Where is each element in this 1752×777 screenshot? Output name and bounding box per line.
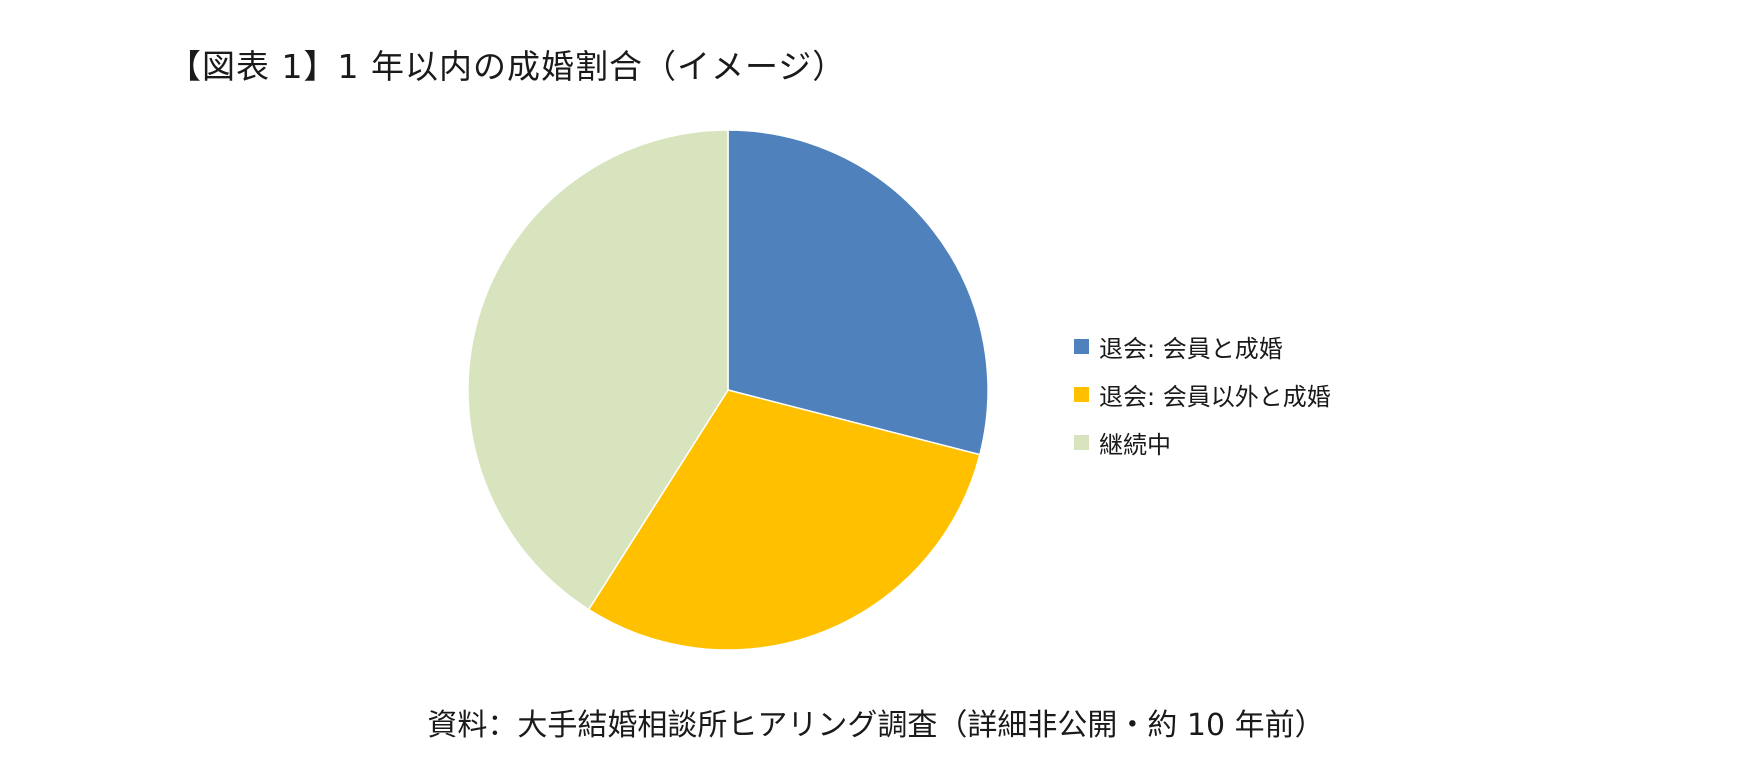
pie-slice-0 <box>727 129 989 456</box>
chart-title: 【図表 1】1 年以内の成婚割合（イメージ） <box>168 47 847 86</box>
legend-item-continuing: 継続中 <box>1074 418 1331 466</box>
legend-label: 退会: 会員と成婚 <box>1099 334 1283 363</box>
legend: 退会: 会員と成婚 退会: 会員以外と成婚 継続中 <box>1074 322 1331 466</box>
legend-label: 継続中 <box>1099 430 1171 459</box>
legend-swatch <box>1074 386 1089 402</box>
pie-slice-2 <box>467 129 729 611</box>
legend-label: 退会: 会員以外と成婚 <box>1099 382 1331 411</box>
pie-slice-1 <box>587 389 981 651</box>
source-note: 資料：大手結婚相談所ヒアリング調査（詳細非公開・約 10 年前） <box>427 708 1325 743</box>
legend-item-nonmember-marriage: 退会: 会員以外と成婚 <box>1074 370 1331 418</box>
legend-swatch <box>1074 434 1089 450</box>
legend-item-member-marriage: 退会: 会員と成婚 <box>1074 322 1331 370</box>
legend-swatch <box>1074 338 1089 354</box>
